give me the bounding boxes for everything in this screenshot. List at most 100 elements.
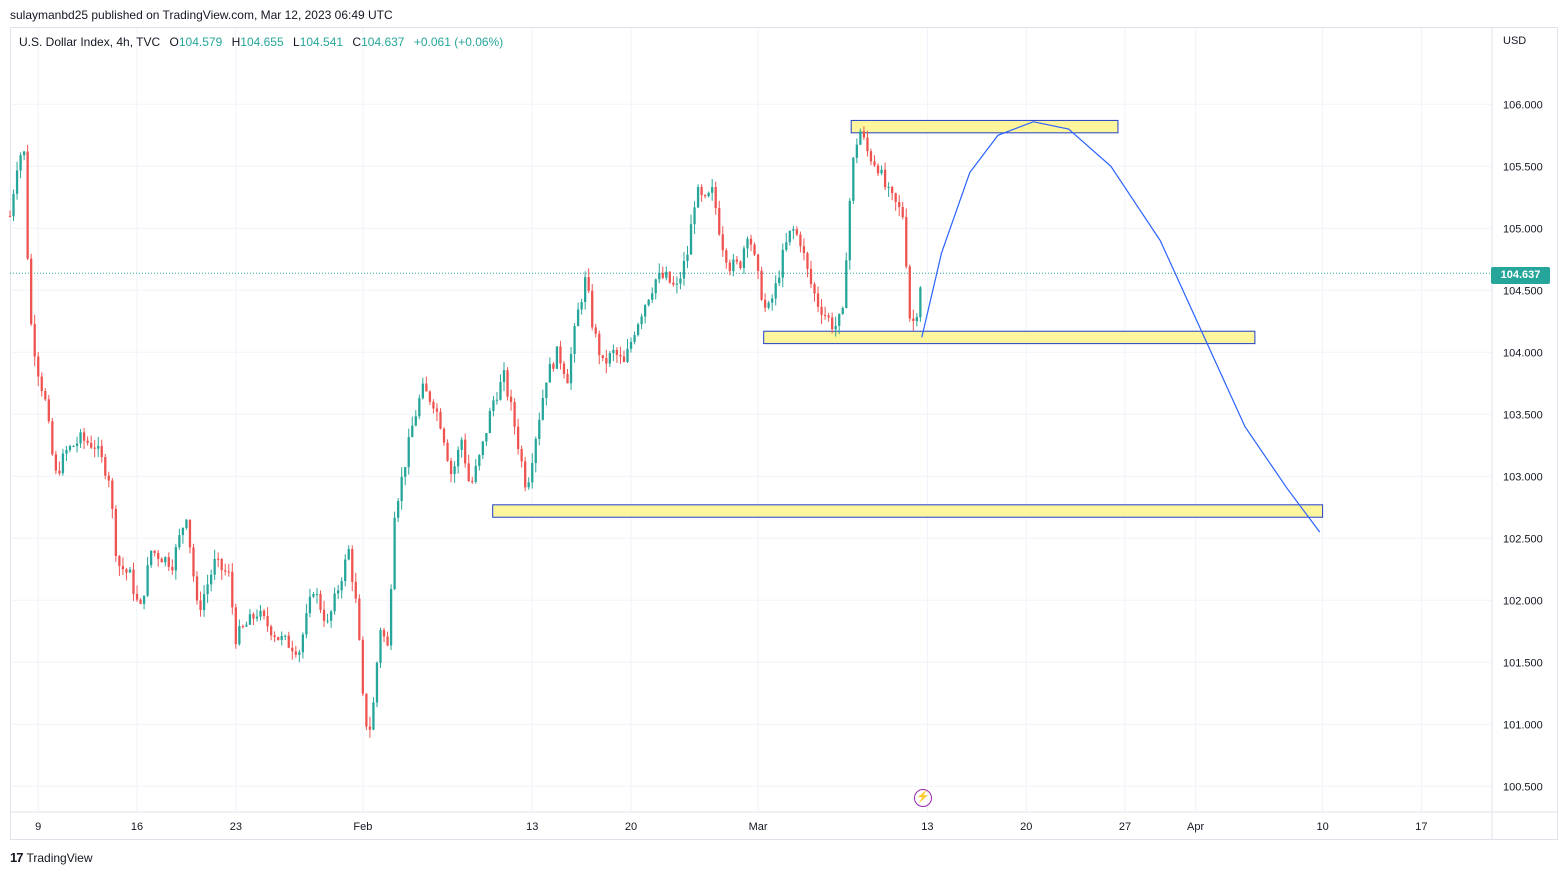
candle-body	[643, 305, 647, 317]
candle-body	[908, 266, 911, 319]
candle-body	[615, 350, 619, 355]
candle-body	[54, 454, 58, 471]
candle-body	[104, 457, 107, 476]
x-tick-label: 20	[1020, 821, 1032, 833]
x-tick-label: 23	[230, 821, 242, 833]
candle-body	[742, 248, 746, 269]
candle-body	[778, 277, 781, 284]
candle-body	[312, 594, 315, 597]
candle-body	[679, 278, 682, 284]
candle-body	[559, 346, 562, 364]
candle-body	[340, 581, 343, 591]
candle-body	[576, 309, 580, 327]
candle-body	[626, 348, 629, 362]
candle-body	[347, 549, 350, 560]
candle-body	[319, 593, 322, 610]
candle-body	[195, 576, 199, 601]
candle-body	[524, 461, 527, 488]
candle-body	[75, 443, 79, 447]
chart-frame[interactable]	[10, 27, 1558, 840]
candle-body	[665, 271, 668, 278]
candle-body	[548, 363, 552, 383]
candle-body	[51, 421, 54, 455]
candle-body	[919, 287, 922, 318]
candle-body	[79, 432, 82, 444]
candle-body	[382, 630, 386, 637]
candle-body	[834, 325, 837, 330]
candle-body	[149, 550, 153, 566]
candle-body	[231, 571, 234, 608]
candle-body	[111, 480, 114, 509]
candle-body	[26, 151, 29, 259]
candle-body	[601, 355, 604, 359]
candle-body	[654, 279, 657, 294]
candle-body	[739, 261, 742, 269]
y-tick-label: 101.000	[1503, 719, 1543, 731]
candle-body	[291, 647, 294, 652]
y-tick-label: 105.000	[1503, 223, 1543, 235]
candle-body	[365, 693, 368, 727]
lightning-icon[interactable]: ⚡	[914, 789, 932, 807]
candle-body	[527, 482, 530, 488]
candle-body	[584, 277, 587, 303]
candle-body	[372, 702, 375, 730]
candle-body	[414, 416, 417, 426]
candle-body	[181, 527, 185, 536]
candle-body	[315, 593, 319, 595]
candle-body	[139, 599, 142, 604]
candle-body	[569, 354, 573, 384]
candle-body	[174, 547, 177, 571]
candle-body	[160, 558, 163, 563]
candle-body	[19, 155, 22, 171]
currency-label[interactable]: USD	[1503, 35, 1527, 47]
candle-body	[792, 229, 795, 231]
candle-body	[640, 316, 643, 325]
candle-body	[756, 254, 760, 271]
candle-body	[686, 254, 689, 261]
symbol-label[interactable]: U.S. Dollar Index, 4h, TVC	[19, 35, 161, 49]
candle-body	[531, 463, 534, 483]
candle-body	[718, 208, 721, 235]
candle-body	[707, 192, 710, 197]
candle-body	[418, 398, 421, 417]
candle-body	[880, 169, 883, 174]
candle-body	[467, 463, 470, 482]
candle-body	[859, 131, 862, 145]
candle-body	[831, 317, 834, 330]
candle-body	[114, 508, 118, 556]
tradingview-logo-icon: 17	[10, 850, 24, 865]
x-tick-label: 20	[625, 821, 637, 833]
candle-body	[61, 453, 65, 474]
candle-body	[795, 229, 799, 235]
candle-body	[188, 519, 192, 548]
footer-brand[interactable]: 17 TradingView	[10, 850, 93, 865]
candle-body	[135, 593, 139, 600]
candle-body	[425, 383, 428, 392]
candle-body	[689, 224, 693, 255]
candle-body	[86, 440, 89, 443]
candle-body	[192, 547, 195, 577]
candle-body	[506, 370, 509, 397]
candle-body	[301, 634, 305, 653]
candle-body	[464, 439, 467, 464]
candle-body	[841, 308, 844, 314]
candle-body	[308, 596, 312, 614]
candle-body	[322, 609, 326, 621]
candle-body	[241, 626, 245, 628]
x-tick-label: 27	[1119, 821, 1131, 833]
candle-body	[700, 187, 703, 196]
candle-body	[389, 589, 393, 646]
candle-body	[375, 662, 379, 703]
y-tick-label: 106.000	[1503, 99, 1543, 111]
candle-body	[97, 446, 100, 449]
candle-body	[725, 250, 728, 263]
candle-body	[806, 253, 809, 269]
low-label: L	[293, 35, 300, 49]
close-label: C	[352, 35, 362, 49]
x-tick-label: 13	[921, 821, 933, 833]
candle-body	[668, 271, 671, 283]
candle-body	[732, 259, 735, 272]
candle-body	[495, 399, 499, 401]
candle-body	[658, 272, 661, 280]
